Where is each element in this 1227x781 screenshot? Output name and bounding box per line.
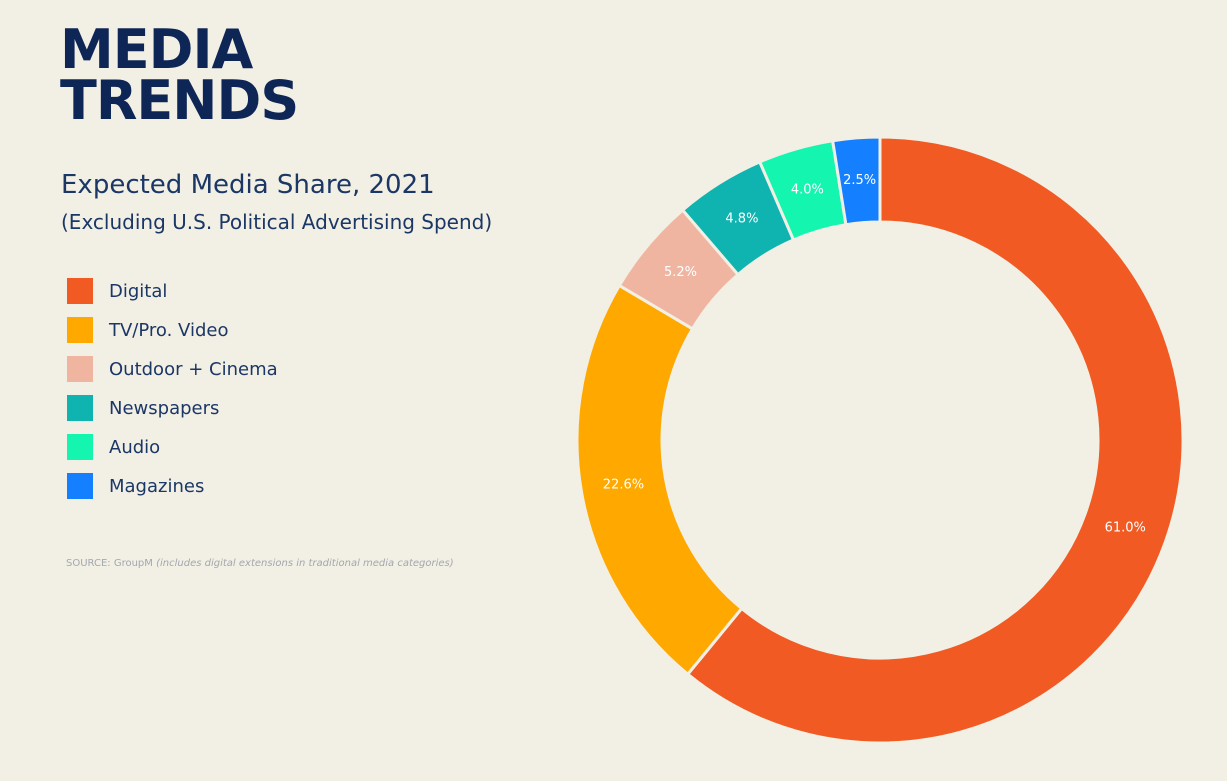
slice-label-audio: 4.0% [791,182,824,197]
donut-slices [575,135,1185,745]
slice-digital [685,135,1185,745]
legend-item-audio: Audio [67,434,278,460]
donut-chart: 61.0% 22.6% 5.2% 4.8% 4.0% 2.5% [575,135,1185,745]
legend-swatch [67,473,93,499]
hero-title: MEDIA TRENDS [60,18,299,132]
slice-magazines [830,135,882,227]
legend-item-outdoor-cinema: Outdoor + Cinema [67,356,278,382]
donut-labels: 61.0% 22.6% 5.2% 4.8% 4.0% 2.5% [603,173,1146,535]
slice-label-magazines: 2.5% [843,173,876,188]
legend-label: Newspapers [109,397,220,419]
legend-label: Digital [109,280,168,302]
legend-item-magazines: Magazines [67,473,278,499]
legend-swatch [67,278,93,304]
chart-legend: Digital TV/Pro. Video Outdoor + Cinema News… [67,278,278,512]
legend-swatch [67,434,93,460]
legend-swatch [67,317,93,343]
hero-title-line2: TRENDS [60,69,299,132]
legend-swatch [67,395,93,421]
legend-item-digital: Digital [67,278,278,304]
legend-label: Outdoor + Cinema [109,358,278,380]
legend-label: Audio [109,436,161,458]
legend-label: Magazines [109,475,205,497]
source-detail: (includes digital extensions in traditio… [156,558,454,569]
slice-label-tv-pro-video: 22.6% [603,478,644,493]
chart-subtitle: (Excluding U.S. Political Advertising Sp… [61,210,493,234]
slice-label-digital: 61.0% [1105,520,1146,535]
chart-title: Expected Media Share, 2021 [61,170,435,200]
source-note: SOURCE: GroupM (includes digital extensi… [66,558,454,569]
legend-label: TV/Pro. Video [109,319,229,341]
legend-item-tv-pro-video: TV/Pro. Video [67,317,278,343]
legend-swatch [67,356,93,382]
slice-label-outdoor-cinema: 5.2% [664,265,697,280]
legend-item-newspapers: Newspapers [67,395,278,421]
slice-label-newspapers: 4.8% [725,212,758,227]
source-prefix: SOURCE: GroupM [66,558,153,569]
hero-title-line1: MEDIA [60,18,253,81]
slice-tv-pro-video [575,283,744,677]
